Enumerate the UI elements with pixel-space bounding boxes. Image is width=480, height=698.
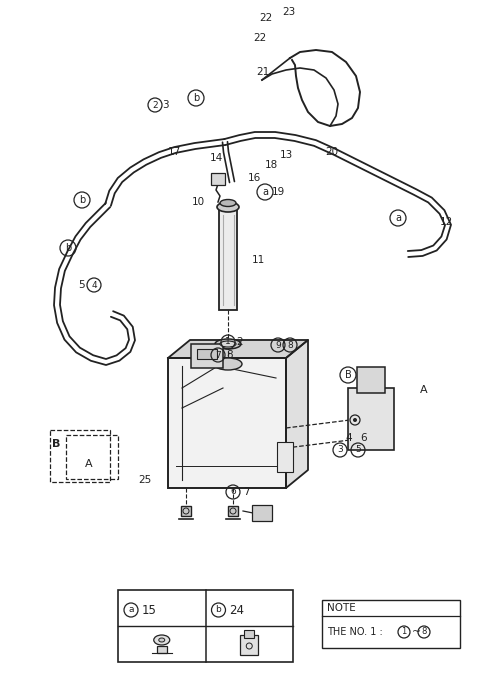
Ellipse shape [214, 358, 242, 370]
Text: b: b [65, 243, 71, 253]
Text: 12: 12 [440, 217, 453, 227]
Text: 1: 1 [225, 338, 231, 346]
FancyBboxPatch shape [322, 600, 460, 648]
Ellipse shape [215, 339, 241, 349]
Text: 7: 7 [215, 350, 221, 359]
Text: 24: 24 [229, 604, 244, 616]
Text: b: b [193, 93, 199, 103]
Text: 3: 3 [162, 100, 168, 110]
FancyBboxPatch shape [211, 173, 225, 185]
FancyBboxPatch shape [168, 358, 286, 488]
Text: 8: 8 [226, 350, 233, 360]
Text: 4: 4 [345, 433, 352, 443]
Text: a: a [262, 187, 268, 197]
Text: 20: 20 [325, 147, 338, 157]
Text: NOTE: NOTE [327, 603, 356, 613]
Text: 3: 3 [337, 445, 343, 454]
Text: 2: 2 [236, 337, 242, 347]
Circle shape [353, 418, 357, 422]
FancyBboxPatch shape [357, 367, 385, 393]
Text: 8: 8 [287, 341, 293, 350]
FancyBboxPatch shape [228, 506, 238, 516]
Text: 16: 16 [248, 173, 261, 183]
Polygon shape [168, 340, 308, 358]
Text: 8: 8 [421, 628, 427, 637]
Text: A: A [420, 385, 428, 395]
Text: 22: 22 [259, 13, 272, 23]
Text: 22: 22 [253, 33, 266, 43]
Text: 5: 5 [355, 445, 361, 454]
Ellipse shape [154, 635, 170, 645]
FancyBboxPatch shape [240, 635, 258, 655]
FancyBboxPatch shape [348, 388, 394, 450]
FancyBboxPatch shape [219, 210, 237, 310]
Text: ~: ~ [412, 627, 421, 637]
Text: a: a [395, 213, 401, 223]
Text: 18: 18 [265, 160, 278, 170]
Ellipse shape [220, 341, 236, 347]
Text: A: A [85, 459, 93, 469]
Text: 10: 10 [192, 197, 205, 207]
FancyBboxPatch shape [197, 349, 217, 359]
Text: 13: 13 [280, 150, 293, 160]
FancyBboxPatch shape [277, 442, 293, 472]
FancyBboxPatch shape [191, 344, 223, 368]
Text: 7: 7 [243, 487, 250, 497]
Ellipse shape [159, 638, 165, 642]
Ellipse shape [217, 202, 239, 212]
Text: 21: 21 [256, 67, 269, 77]
Polygon shape [286, 340, 308, 488]
Ellipse shape [220, 200, 236, 207]
FancyBboxPatch shape [181, 506, 191, 516]
Text: B: B [52, 439, 60, 449]
FancyBboxPatch shape [244, 630, 254, 638]
Text: 9: 9 [275, 341, 281, 350]
Text: B: B [345, 370, 351, 380]
Text: 14: 14 [210, 153, 223, 163]
Text: 11: 11 [252, 255, 265, 265]
Text: 6: 6 [230, 487, 236, 496]
Text: a: a [128, 605, 134, 614]
Text: THE NO. 1 :: THE NO. 1 : [327, 627, 386, 637]
Text: b: b [216, 605, 221, 614]
Text: 4: 4 [91, 281, 97, 290]
Text: 6: 6 [360, 433, 367, 443]
Text: 19: 19 [272, 187, 285, 197]
Text: b: b [79, 195, 85, 205]
Text: 15: 15 [142, 604, 157, 616]
Text: 25: 25 [138, 475, 151, 485]
FancyBboxPatch shape [157, 646, 167, 653]
FancyBboxPatch shape [252, 505, 272, 521]
Text: 1: 1 [401, 628, 407, 637]
FancyBboxPatch shape [118, 590, 293, 662]
Text: 2: 2 [152, 101, 158, 110]
Text: 23: 23 [282, 7, 295, 17]
Text: 5: 5 [78, 280, 84, 290]
Text: 17: 17 [168, 147, 181, 157]
